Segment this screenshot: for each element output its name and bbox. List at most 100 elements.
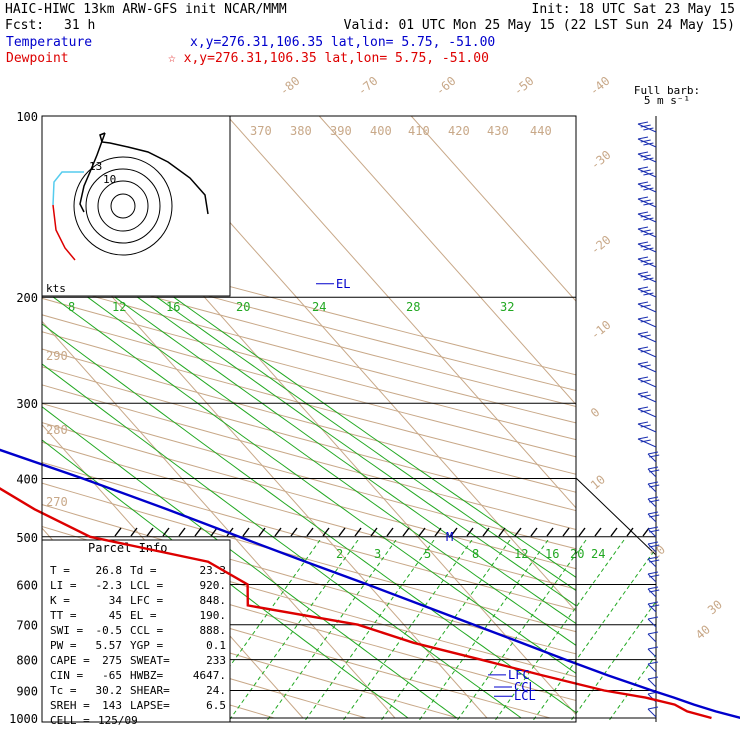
wind-barb-flag bbox=[638, 122, 648, 124]
wind-barb-flag bbox=[638, 257, 648, 259]
pressure-label-400: 400 bbox=[16, 472, 38, 486]
wind-barb-flag bbox=[638, 272, 648, 274]
mixing-ratio-label: 5 bbox=[424, 547, 431, 561]
hodograph-ring-label-2: 10 bbox=[103, 173, 116, 186]
wind-barb bbox=[648, 709, 656, 717]
parcel-param-label: SWI = bbox=[50, 624, 83, 637]
mixing-ratio-line bbox=[157, 297, 740, 718]
wind-barb-flag bbox=[638, 212, 648, 214]
mixing-ratio-label: 12 bbox=[112, 300, 126, 314]
wind-barb bbox=[638, 349, 656, 357]
parcel-param-value: -65 bbox=[102, 669, 122, 682]
wind-barb-flag bbox=[638, 227, 648, 229]
mixing-ratio-label: 24 bbox=[591, 547, 605, 561]
wind-barb-flag bbox=[638, 152, 648, 154]
wind-barb bbox=[638, 394, 656, 402]
theta-label: 440 bbox=[530, 124, 552, 138]
wind-barb bbox=[638, 439, 656, 447]
wind-barb-flag bbox=[638, 302, 648, 304]
forecast-hour: 31 h bbox=[64, 18, 95, 33]
parcel-param-label: K = bbox=[50, 594, 70, 607]
parcel-param-value: 26.8 bbox=[96, 564, 123, 577]
isotherm-label: 10 bbox=[588, 472, 608, 492]
mixing-ratio-label: 20 bbox=[570, 547, 584, 561]
freezing-level-hatch bbox=[115, 528, 649, 536]
parcel-param-label: EL = bbox=[130, 609, 157, 622]
parcel-param-label: SWEAT= bbox=[130, 654, 170, 667]
wind-barb bbox=[648, 574, 656, 582]
theta-label: 390 bbox=[330, 124, 352, 138]
wind-barb-flag bbox=[638, 287, 648, 289]
parcel-param-label: YGP = bbox=[130, 639, 163, 652]
wind-barb-flag bbox=[638, 407, 648, 409]
hodograph-axis-label: kts bbox=[46, 282, 66, 295]
parcel-info-title: Parcel Info bbox=[88, 541, 167, 555]
parcel-param-label: Td = bbox=[130, 564, 157, 577]
parcel-param-value: 190. bbox=[200, 609, 227, 622]
hatch-tick bbox=[307, 528, 313, 536]
isotherm-label: -80 bbox=[277, 74, 303, 99]
forecast-label: Fcst: bbox=[5, 18, 44, 33]
wind-barb-flag bbox=[638, 362, 648, 364]
wind-barbs bbox=[638, 116, 659, 722]
wind-barb-flag bbox=[638, 392, 648, 394]
parcel-param-label: TT = bbox=[50, 609, 77, 622]
parcel-param-label: CCL = bbox=[130, 624, 163, 637]
dewpoint-location: ☆ x,y=276.31,106.35 lat,lon= 5.75, -51.0… bbox=[168, 51, 489, 66]
wind-barb-flag bbox=[638, 167, 648, 169]
parcel-param-value: -0.5 bbox=[96, 624, 123, 637]
parcel-param-value: 848. bbox=[200, 594, 227, 607]
isotherm-label: -70 bbox=[355, 74, 381, 99]
parcel-param-label: CAPE = bbox=[50, 654, 90, 667]
pressure-label-700: 700 bbox=[16, 619, 38, 633]
temperature-legend: Temperature bbox=[6, 35, 92, 50]
parcel-param-value: 0.1 bbox=[206, 639, 226, 652]
parcel-param-label: CIN = bbox=[50, 669, 83, 682]
mixing-ratio-label: 16 bbox=[166, 300, 180, 314]
parcel-param-value: 45 bbox=[109, 609, 122, 622]
hatch-tick bbox=[579, 528, 585, 536]
wind-barb-flag bbox=[638, 242, 648, 244]
mixing-ratio-label: 32 bbox=[500, 300, 514, 314]
isotherm-label: 0 bbox=[588, 405, 603, 420]
mixing-ratio-label: 20 bbox=[236, 300, 250, 314]
mixing-ratio-label: 12 bbox=[514, 547, 528, 561]
isotherm-label: -40 bbox=[587, 74, 613, 99]
wind-barb bbox=[648, 514, 656, 522]
parcel-param-value: 143 bbox=[102, 699, 122, 712]
parcel-param-value: 34 bbox=[109, 594, 123, 607]
hatch-tick bbox=[387, 528, 393, 536]
wind-barb bbox=[638, 304, 656, 312]
annotation-el: EL bbox=[336, 277, 350, 291]
lower-panel-edge bbox=[576, 478, 656, 555]
hatch-tick bbox=[179, 528, 185, 536]
mixing-ratio-label: 16 bbox=[545, 547, 559, 561]
wind-barb-flag bbox=[638, 332, 648, 334]
theta-label: 380 bbox=[290, 124, 312, 138]
hatch-tick bbox=[547, 528, 553, 536]
hatch-tick bbox=[595, 528, 601, 536]
parcel-param-value: 275 bbox=[102, 654, 122, 667]
parcel-param-value: -2.3 bbox=[96, 579, 123, 592]
pressure-label-600: 600 bbox=[16, 578, 38, 592]
mixing-ratio-label: 8 bbox=[68, 300, 75, 314]
hatch-tick bbox=[403, 528, 409, 536]
isotherm-label: 40 bbox=[693, 622, 713, 642]
valid-time: Valid: 01 UTC Mon 25 May 15 (22 LST Sun … bbox=[344, 18, 735, 33]
wind-barb-flag bbox=[638, 137, 648, 139]
parcel-param-label: HWBZ= bbox=[130, 669, 163, 682]
wind-barb-flag bbox=[638, 197, 648, 199]
barb-legend-units: 5 m s⁻¹ bbox=[644, 94, 690, 107]
wind-barb bbox=[638, 424, 656, 432]
moist-adiabat-line bbox=[532, 540, 662, 722]
parcel-param-label: LI = bbox=[50, 579, 77, 592]
theta-label: 400 bbox=[370, 124, 392, 138]
mixing-ratio-label: 2 bbox=[336, 547, 343, 561]
isotherm-label: -60 bbox=[433, 74, 459, 99]
wind-barb-flag bbox=[638, 377, 648, 379]
hatch-tick bbox=[147, 528, 153, 536]
annotation-lcl: LCL bbox=[514, 689, 536, 703]
mixing-ratio-label: 28 bbox=[406, 300, 420, 314]
